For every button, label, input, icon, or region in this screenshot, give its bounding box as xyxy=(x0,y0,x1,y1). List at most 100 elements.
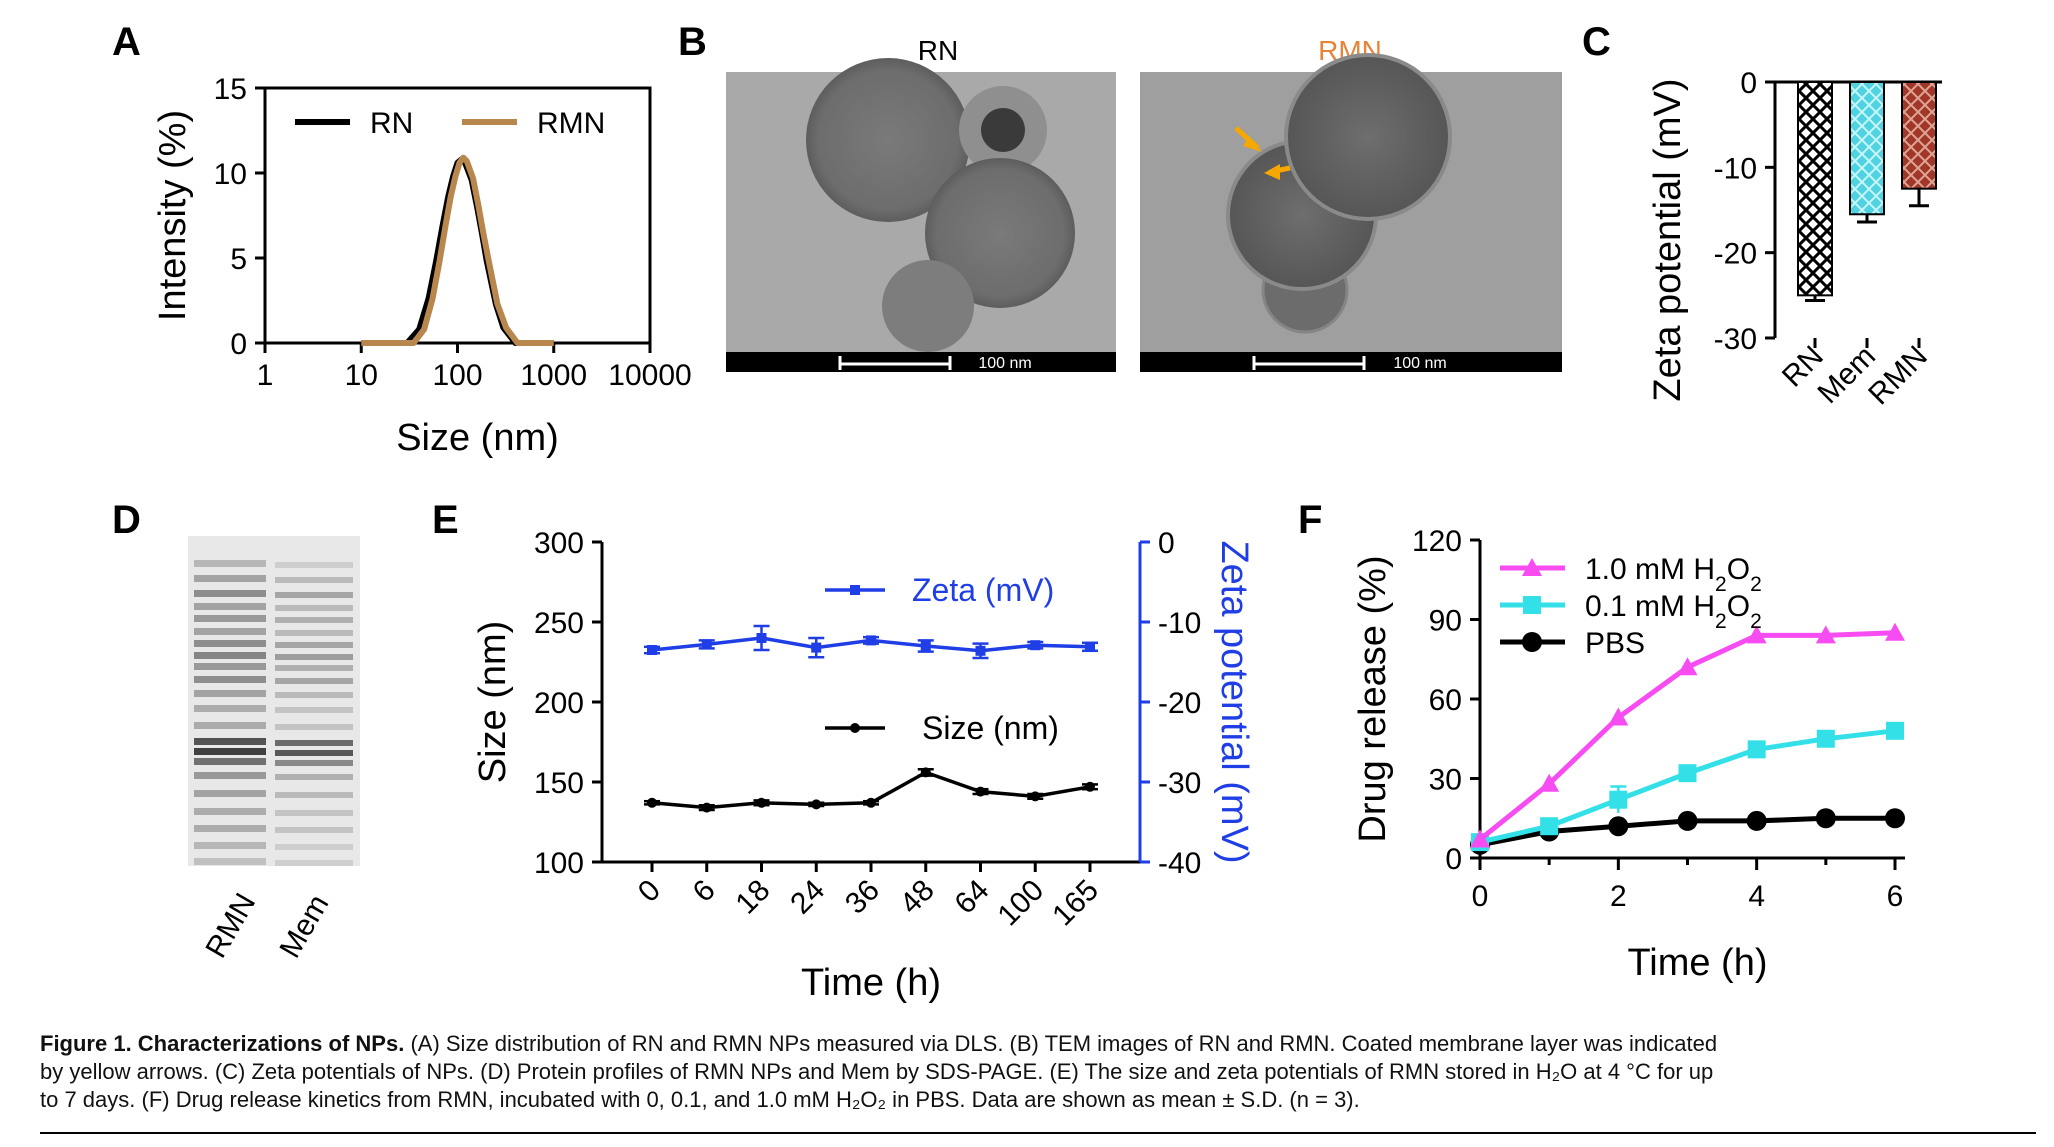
data-point xyxy=(975,645,986,656)
gel-band xyxy=(194,738,266,745)
bar-rn xyxy=(1797,81,1833,297)
y-tick-label: 60 xyxy=(1429,684,1462,717)
data-point xyxy=(866,797,876,808)
y-tick-label-right: -30 xyxy=(1158,767,1201,800)
gel-band xyxy=(194,772,266,779)
tem-particle xyxy=(882,260,974,352)
legend-marker xyxy=(1522,632,1542,652)
panel-d-gel: RMN Mem xyxy=(188,536,360,964)
legend-marker xyxy=(1523,596,1541,614)
gel-band xyxy=(275,678,353,684)
data-point xyxy=(1539,773,1560,792)
x-tick-label: 6 xyxy=(1887,880,1904,913)
panel-a-chart: 1 10 100 1000 10000 0 5 10 15 Size (nm) Intensity … xyxy=(152,73,692,459)
data-point xyxy=(811,642,822,653)
y-tick-label-right: 0 xyxy=(1158,527,1175,560)
y-axis-label: Drug release (%) xyxy=(1352,555,1394,842)
panel-label-f: F xyxy=(1298,498,1322,542)
gel-band xyxy=(194,640,266,647)
data-point xyxy=(1540,817,1559,836)
legend-label-rn: RN xyxy=(370,107,413,140)
y-axis-label-right: Zeta potential (mV) xyxy=(1213,540,1255,863)
gel-band xyxy=(275,642,353,648)
x-axis-label: Time (h) xyxy=(801,962,941,1004)
x-tick-label: 0 xyxy=(1472,880,1489,913)
data-point xyxy=(1746,625,1767,644)
series-line-rn xyxy=(361,156,554,346)
gel-band xyxy=(194,790,266,797)
data-point xyxy=(920,767,931,778)
x-axis-label: Time (h) xyxy=(1627,942,1767,984)
data-point xyxy=(1609,790,1628,809)
bar-rmn xyxy=(1901,81,1937,190)
bar-mem xyxy=(1849,81,1885,216)
gel-band xyxy=(194,748,266,755)
gel-band xyxy=(194,758,266,765)
gel-band xyxy=(275,724,353,730)
data-point xyxy=(1085,781,1095,792)
gel-bands xyxy=(194,560,353,866)
caption-line-2: by yellow arrows. (C) Zeta potentials of… xyxy=(40,1059,1714,1084)
gel-band xyxy=(275,774,353,780)
gel-band xyxy=(275,760,353,766)
legend-label: PBS xyxy=(1585,627,1645,660)
legend-marker xyxy=(850,723,860,733)
legend-marker xyxy=(1522,558,1542,576)
gel-band xyxy=(194,705,266,712)
y-tick-label: -10 xyxy=(1714,152,1757,185)
gel-lane-label-rmn: RMN xyxy=(199,888,262,964)
gel-band xyxy=(194,808,266,815)
data-point xyxy=(1746,810,1767,831)
data-point xyxy=(1885,622,1905,641)
data-point xyxy=(1030,640,1041,651)
tem-particle xyxy=(1284,53,1452,221)
y-tick-label: 0 xyxy=(230,328,247,361)
gel-band xyxy=(275,630,353,636)
gel-band xyxy=(275,810,353,816)
x-tick-label: 0 xyxy=(632,874,667,909)
data-point xyxy=(1886,721,1904,740)
caption-rule xyxy=(40,1132,2036,1134)
y-axis-label: Zeta potential (mV) xyxy=(1647,78,1689,401)
legend-marker xyxy=(850,585,860,595)
y-tick-label: 90 xyxy=(1429,605,1462,638)
data-point xyxy=(1085,641,1095,652)
x-tick-label: 2 xyxy=(1610,880,1627,913)
gel-band xyxy=(194,858,266,865)
data-point xyxy=(975,786,986,797)
gel-band xyxy=(275,577,353,583)
x-tick-label: 4 xyxy=(1748,880,1765,913)
y-tick-label: -20 xyxy=(1714,238,1757,271)
gel-band xyxy=(275,740,353,746)
legend-label: 0.1 mM H2O2 xyxy=(1585,590,1762,633)
gel-band xyxy=(275,827,353,833)
legend-label: Size (nm) xyxy=(922,710,1059,746)
y-tick-label-left: 300 xyxy=(534,527,584,560)
y-tick-label: 15 xyxy=(214,73,247,106)
data-point xyxy=(756,797,767,808)
y-tick-label: 5 xyxy=(230,243,247,276)
data-point xyxy=(920,641,931,651)
data-point xyxy=(1608,816,1629,837)
data-point xyxy=(1678,764,1697,783)
figure-caption: Figure 1. Characterizations of NPs. (A) … xyxy=(40,1030,2030,1114)
y-tick-label: 120 xyxy=(1412,525,1462,558)
gel-band xyxy=(194,663,266,670)
gel-band xyxy=(194,575,266,582)
data-point xyxy=(1815,808,1836,829)
gel-band xyxy=(194,722,266,729)
gel-band xyxy=(194,590,266,597)
legend-label: Zeta (mV) xyxy=(912,572,1054,608)
gel-band xyxy=(194,560,266,567)
x-tick-label: 10000 xyxy=(608,359,691,392)
legend-label-rmn: RMN xyxy=(537,107,605,140)
data-point xyxy=(701,639,712,650)
data-point xyxy=(756,633,767,643)
x-tick-label: Mem xyxy=(1811,340,1881,410)
gel-band xyxy=(275,617,353,623)
data-point xyxy=(1816,729,1835,748)
data-point xyxy=(866,635,876,646)
y-tick-label-right: -40 xyxy=(1158,847,1201,880)
x-tick-label: 64 xyxy=(949,874,996,921)
